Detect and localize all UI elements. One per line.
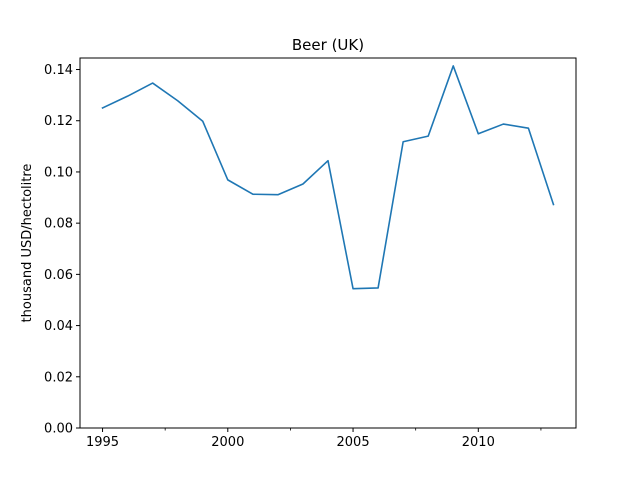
y-tick-label: 0.10	[44, 165, 73, 180]
x-tick-label: 2000	[211, 435, 244, 450]
y-axis-label: thousand USD/hectolitre	[20, 164, 35, 323]
x-tick-label: 2010	[462, 435, 495, 450]
y-tick-label: 0.00	[44, 422, 73, 437]
y-tick-label: 0.04	[44, 319, 73, 334]
chart-title: Beer (UK)	[292, 36, 364, 54]
x-tick-label: 2005	[337, 435, 370, 450]
y-tick-label: 0.08	[44, 217, 73, 232]
x-tick-label: 1995	[86, 435, 119, 450]
y-axis: 0.00 0.02 0.04 0.06 0.08 0.10 0.12 0.14	[44, 63, 80, 437]
y-tick-label: 0.14	[44, 63, 73, 78]
series-layer	[101, 65, 555, 290]
y-tick-label: 0.02	[44, 370, 73, 385]
plot-frame	[79, 57, 577, 429]
y-tick-label: 0.06	[44, 268, 73, 283]
y-tick-label: 0.12	[44, 114, 73, 129]
x-axis: 1995 2000 2005 2010	[86, 428, 542, 450]
